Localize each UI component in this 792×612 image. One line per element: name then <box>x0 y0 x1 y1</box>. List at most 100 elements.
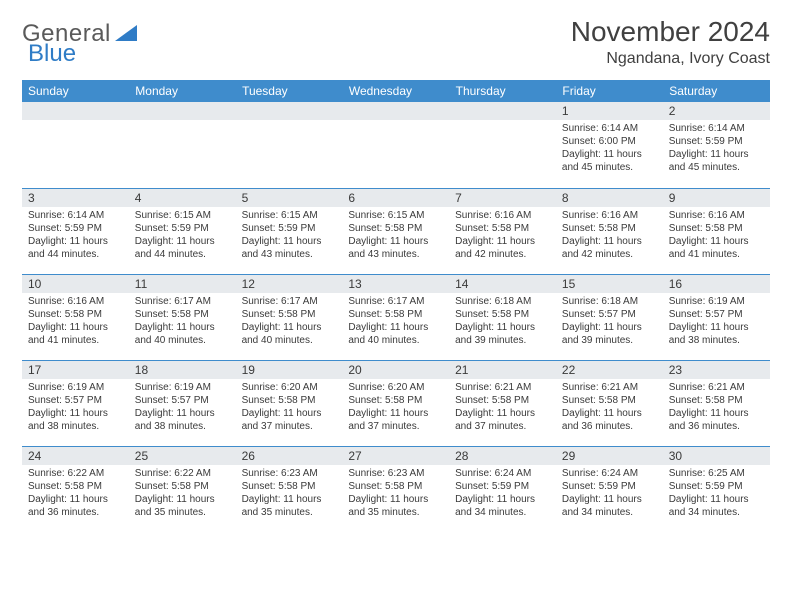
day-number: 4 <box>129 189 236 207</box>
daylight-text: Daylight: 11 hours and 45 minutes. <box>562 148 657 174</box>
weekday-header: Wednesday <box>342 80 449 102</box>
sunrise-text: Sunrise: 6:23 AM <box>242 467 337 480</box>
sunrise-text: Sunrise: 6:22 AM <box>28 467 123 480</box>
day-body: Sunrise: 6:21 AMSunset: 5:58 PMDaylight:… <box>449 379 556 437</box>
calendar-body: 1Sunrise: 6:14 AMSunset: 6:00 PMDaylight… <box>22 102 770 532</box>
day-body: Sunrise: 6:17 AMSunset: 5:58 PMDaylight:… <box>129 293 236 351</box>
daylight-text: Daylight: 11 hours and 38 minutes. <box>135 407 230 433</box>
daylight-text: Daylight: 11 hours and 34 minutes. <box>455 493 550 519</box>
day-number: 29 <box>556 447 663 465</box>
weekday-header: Saturday <box>663 80 770 102</box>
calendar-day-cell: 1Sunrise: 6:14 AMSunset: 6:00 PMDaylight… <box>556 102 663 188</box>
day-number: 27 <box>342 447 449 465</box>
sunset-text: Sunset: 5:58 PM <box>669 222 764 235</box>
calendar-day-cell: 3Sunrise: 6:14 AMSunset: 5:59 PMDaylight… <box>22 188 129 274</box>
sunrise-text: Sunrise: 6:18 AM <box>455 295 550 308</box>
weekday-header: Monday <box>129 80 236 102</box>
daylight-text: Daylight: 11 hours and 40 minutes. <box>242 321 337 347</box>
calendar-day-cell <box>449 102 556 188</box>
day-number: 22 <box>556 361 663 379</box>
daylight-text: Daylight: 11 hours and 37 minutes. <box>242 407 337 433</box>
sunset-text: Sunset: 5:58 PM <box>348 308 443 321</box>
day-body: Sunrise: 6:16 AMSunset: 5:58 PMDaylight:… <box>556 207 663 265</box>
sunrise-text: Sunrise: 6:21 AM <box>562 381 657 394</box>
calendar-day-cell <box>342 102 449 188</box>
sunset-text: Sunset: 5:58 PM <box>669 394 764 407</box>
calendar-day-cell: 11Sunrise: 6:17 AMSunset: 5:58 PMDayligh… <box>129 274 236 360</box>
day-number: 16 <box>663 275 770 293</box>
sunset-text: Sunset: 5:58 PM <box>28 308 123 321</box>
calendar-day-cell: 8Sunrise: 6:16 AMSunset: 5:58 PMDaylight… <box>556 188 663 274</box>
calendar-day-cell: 15Sunrise: 6:18 AMSunset: 5:57 PMDayligh… <box>556 274 663 360</box>
sunrise-text: Sunrise: 6:14 AM <box>28 209 123 222</box>
daylight-text: Daylight: 11 hours and 37 minutes. <box>348 407 443 433</box>
calendar-day-cell: 2Sunrise: 6:14 AMSunset: 5:59 PMDaylight… <box>663 102 770 188</box>
day-body: Sunrise: 6:21 AMSunset: 5:58 PMDaylight:… <box>556 379 663 437</box>
daylight-text: Daylight: 11 hours and 44 minutes. <box>135 235 230 261</box>
day-body: Sunrise: 6:23 AMSunset: 5:58 PMDaylight:… <box>236 465 343 523</box>
day-number: 11 <box>129 275 236 293</box>
calendar-day-cell <box>129 102 236 188</box>
calendar-header-row: Sunday Monday Tuesday Wednesday Thursday… <box>22 80 770 102</box>
sunset-text: Sunset: 5:58 PM <box>242 480 337 493</box>
day-body: Sunrise: 6:23 AMSunset: 5:58 PMDaylight:… <box>342 465 449 523</box>
day-body: Sunrise: 6:22 AMSunset: 5:58 PMDaylight:… <box>129 465 236 523</box>
sunset-text: Sunset: 5:59 PM <box>455 480 550 493</box>
sunset-text: Sunset: 5:58 PM <box>455 308 550 321</box>
sunrise-text: Sunrise: 6:16 AM <box>455 209 550 222</box>
day-number: 7 <box>449 189 556 207</box>
day-number: 14 <box>449 275 556 293</box>
day-number: 17 <box>22 361 129 379</box>
calendar-day-cell: 20Sunrise: 6:20 AMSunset: 5:58 PMDayligh… <box>342 360 449 446</box>
day-body: Sunrise: 6:14 AMSunset: 5:59 PMDaylight:… <box>22 207 129 265</box>
sunrise-text: Sunrise: 6:20 AM <box>348 381 443 394</box>
sunrise-text: Sunrise: 6:14 AM <box>562 122 657 135</box>
day-body: Sunrise: 6:18 AMSunset: 5:58 PMDaylight:… <box>449 293 556 351</box>
daylight-text: Daylight: 11 hours and 39 minutes. <box>562 321 657 347</box>
calendar-day-cell <box>236 102 343 188</box>
sunset-text: Sunset: 5:59 PM <box>28 222 123 235</box>
daylight-text: Daylight: 11 hours and 42 minutes. <box>562 235 657 261</box>
calendar-week-row: 10Sunrise: 6:16 AMSunset: 5:58 PMDayligh… <box>22 274 770 360</box>
daylight-text: Daylight: 11 hours and 45 minutes. <box>669 148 764 174</box>
sunset-text: Sunset: 5:59 PM <box>669 135 764 148</box>
calendar-day-cell: 9Sunrise: 6:16 AMSunset: 5:58 PMDaylight… <box>663 188 770 274</box>
day-body: Sunrise: 6:16 AMSunset: 5:58 PMDaylight:… <box>22 293 129 351</box>
calendar-day-cell: 22Sunrise: 6:21 AMSunset: 5:58 PMDayligh… <box>556 360 663 446</box>
calendar-day-cell: 18Sunrise: 6:19 AMSunset: 5:57 PMDayligh… <box>129 360 236 446</box>
day-number: 9 <box>663 189 770 207</box>
day-body: Sunrise: 6:14 AMSunset: 6:00 PMDaylight:… <box>556 120 663 178</box>
sunrise-text: Sunrise: 6:16 AM <box>28 295 123 308</box>
daylight-text: Daylight: 11 hours and 38 minutes. <box>669 321 764 347</box>
calendar-day-cell: 29Sunrise: 6:24 AMSunset: 5:59 PMDayligh… <box>556 446 663 532</box>
calendar-week-row: 17Sunrise: 6:19 AMSunset: 5:57 PMDayligh… <box>22 360 770 446</box>
weekday-header: Friday <box>556 80 663 102</box>
day-number: 26 <box>236 447 343 465</box>
calendar-day-cell: 16Sunrise: 6:19 AMSunset: 5:57 PMDayligh… <box>663 274 770 360</box>
daylight-text: Daylight: 11 hours and 38 minutes. <box>28 407 123 433</box>
sunset-text: Sunset: 5:58 PM <box>562 394 657 407</box>
sunrise-text: Sunrise: 6:23 AM <box>348 467 443 480</box>
sunset-text: Sunset: 5:57 PM <box>28 394 123 407</box>
day-number-empty <box>236 102 343 120</box>
day-body: Sunrise: 6:18 AMSunset: 5:57 PMDaylight:… <box>556 293 663 351</box>
sunrise-text: Sunrise: 6:21 AM <box>669 381 764 394</box>
daylight-text: Daylight: 11 hours and 36 minutes. <box>669 407 764 433</box>
day-number: 23 <box>663 361 770 379</box>
daylight-text: Daylight: 11 hours and 40 minutes. <box>135 321 230 347</box>
day-number: 10 <box>22 275 129 293</box>
sunrise-text: Sunrise: 6:20 AM <box>242 381 337 394</box>
weekday-header: Tuesday <box>236 80 343 102</box>
day-number: 20 <box>342 361 449 379</box>
sunset-text: Sunset: 5:57 PM <box>562 308 657 321</box>
location-label: Ngandana, Ivory Coast <box>571 50 770 68</box>
sunset-text: Sunset: 5:58 PM <box>242 308 337 321</box>
day-body: Sunrise: 6:25 AMSunset: 5:59 PMDaylight:… <box>663 465 770 523</box>
day-number: 30 <box>663 447 770 465</box>
sunrise-text: Sunrise: 6:17 AM <box>135 295 230 308</box>
day-body: Sunrise: 6:14 AMSunset: 5:59 PMDaylight:… <box>663 120 770 178</box>
calendar-week-row: 1Sunrise: 6:14 AMSunset: 6:00 PMDaylight… <box>22 102 770 188</box>
sunrise-text: Sunrise: 6:25 AM <box>669 467 764 480</box>
calendar-day-cell: 10Sunrise: 6:16 AMSunset: 5:58 PMDayligh… <box>22 274 129 360</box>
day-number: 24 <box>22 447 129 465</box>
